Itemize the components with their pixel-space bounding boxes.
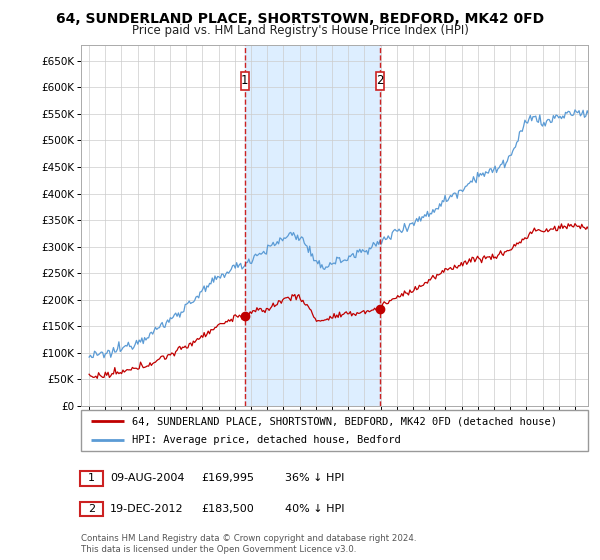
Text: 09-AUG-2004: 09-AUG-2004	[110, 473, 184, 483]
Text: Contains HM Land Registry data © Crown copyright and database right 2024.
This d: Contains HM Land Registry data © Crown c…	[81, 534, 416, 554]
Text: Price paid vs. HM Land Registry's House Price Index (HPI): Price paid vs. HM Land Registry's House …	[131, 24, 469, 36]
Text: 36% ↓ HPI: 36% ↓ HPI	[285, 473, 344, 483]
Text: £169,995: £169,995	[201, 473, 254, 483]
Text: 2: 2	[88, 504, 95, 514]
Text: 64, SUNDERLAND PLACE, SHORTSTOWN, BEDFORD, MK42 0FD (detached house): 64, SUNDERLAND PLACE, SHORTSTOWN, BEDFOR…	[132, 417, 557, 426]
Text: 1: 1	[88, 473, 95, 483]
Text: 19-DEC-2012: 19-DEC-2012	[110, 504, 184, 514]
FancyBboxPatch shape	[376, 72, 384, 90]
Text: 40% ↓ HPI: 40% ↓ HPI	[285, 504, 344, 514]
FancyBboxPatch shape	[81, 410, 588, 451]
Text: 2: 2	[376, 74, 384, 87]
FancyBboxPatch shape	[241, 72, 248, 90]
Text: HPI: Average price, detached house, Bedford: HPI: Average price, detached house, Bedf…	[132, 435, 400, 445]
Text: £183,500: £183,500	[201, 504, 254, 514]
Text: 64, SUNDERLAND PLACE, SHORTSTOWN, BEDFORD, MK42 0FD: 64, SUNDERLAND PLACE, SHORTSTOWN, BEDFOR…	[56, 12, 544, 26]
Bar	[245, 45, 380, 406]
Text: 1: 1	[241, 74, 248, 87]
